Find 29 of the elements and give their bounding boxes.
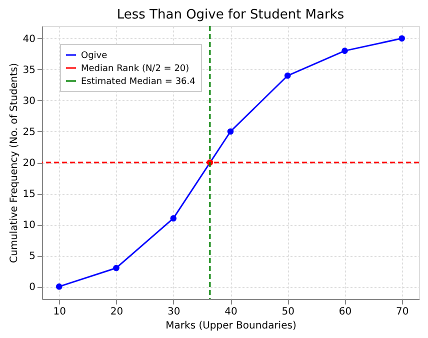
point bbox=[284, 72, 291, 79]
y-axis-title: Cumulative Frequency (No. of Students) bbox=[8, 62, 20, 264]
point bbox=[170, 215, 177, 222]
x-tick-label: 20 bbox=[110, 306, 124, 318]
y-tick-label: 15 bbox=[22, 189, 36, 200]
x-tick-label: 40 bbox=[224, 306, 238, 318]
legend-label: Ogive bbox=[81, 51, 108, 61]
x-axis-title: Marks (Upper Boundaries) bbox=[166, 320, 296, 332]
x-tick-label: 70 bbox=[396, 306, 409, 318]
y-tick-label: 0 bbox=[29, 282, 36, 294]
y-tick-label: 30 bbox=[22, 96, 36, 107]
point bbox=[398, 35, 406, 42]
point bbox=[342, 48, 348, 54]
point bbox=[113, 264, 120, 272]
legend-label: Median Rank (N/2 = 20) bbox=[81, 64, 190, 74]
x-tick-label: 50 bbox=[282, 306, 294, 318]
y-tick-label: 20 bbox=[22, 158, 36, 169]
y-tick-label: 40 bbox=[22, 34, 36, 45]
x-tick-label: 30 bbox=[168, 306, 180, 318]
y-tick-label: 10 bbox=[22, 220, 36, 232]
x-tick-label: 10 bbox=[53, 306, 66, 318]
y-tick-label: 5 bbox=[29, 251, 36, 262]
chart-title: Less Than Ogive for Student Marks bbox=[116, 7, 344, 22]
y-tick-label: 35 bbox=[22, 64, 36, 76]
point bbox=[56, 283, 62, 290]
ref-line-label: Estimated Median = 36.4 bbox=[81, 77, 196, 87]
point bbox=[227, 128, 234, 135]
y-tick-label: 25 bbox=[22, 126, 36, 138]
x-tick-label: 60 bbox=[338, 306, 352, 318]
